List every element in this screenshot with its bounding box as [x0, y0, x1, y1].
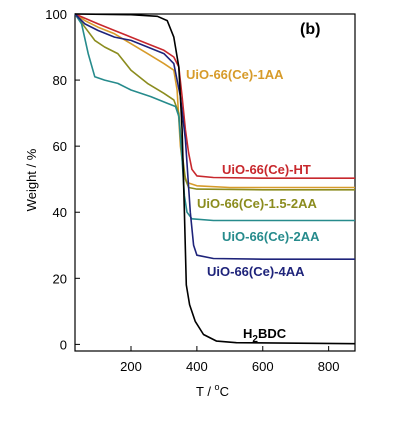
series-line-4 [74, 13, 355, 261]
x-tick-label: 600 [252, 359, 274, 374]
x-axis-title-unit: C [220, 384, 229, 399]
y-axis-title: Weight / % [24, 148, 39, 211]
series-label-h2bdc: H2BDC [243, 326, 287, 345]
y-tick-label: 20 [53, 271, 67, 286]
panel-label: (b) [300, 21, 320, 38]
series-line-0 [74, 13, 355, 189]
y-tick-label: 0 [60, 337, 67, 352]
x-axis-title-main: T / [196, 384, 215, 399]
h2bdc-part-rest: BDC [258, 326, 287, 341]
y-tick-label: 40 [53, 205, 67, 220]
plot-frame [74, 13, 356, 352]
series-line-1 [74, 13, 355, 179]
series-line-2 [74, 13, 355, 191]
series-lines [74, 13, 356, 345]
x-tick-label: 800 [318, 359, 340, 374]
series-label-1aa: UiO-66(Ce)-1AA [186, 67, 284, 82]
series-label-4aa: UiO-66(Ce)-4AA [207, 264, 305, 279]
x-tick-label: 200 [120, 359, 142, 374]
series-label-1-5-2aa: UiO-66(Ce)-1.5-2AA [197, 196, 318, 211]
series-line-3 [74, 13, 355, 222]
y-tick-label: 60 [53, 139, 67, 154]
h2bdc-part-sub: 2 [252, 334, 258, 345]
series-label-ht: UiO-66(Ce)-HT [222, 162, 311, 177]
x-axis-title-degree: o [215, 382, 220, 392]
x-tick-label: 400 [186, 359, 208, 374]
x-axis-title: T / oC [196, 382, 229, 399]
y-tick-label: 80 [53, 73, 67, 88]
series-line-5 [74, 13, 356, 345]
y-tick-label: 100 [45, 7, 67, 22]
h2bdc-part-h: H [243, 326, 252, 341]
series-label-2aa: UiO-66(Ce)-2AA [222, 229, 320, 244]
